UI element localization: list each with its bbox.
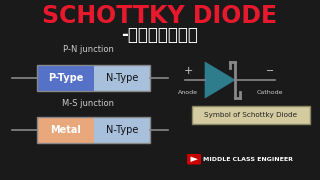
FancyBboxPatch shape	[187, 154, 201, 165]
Text: Cathode: Cathode	[257, 89, 283, 94]
Text: +: +	[183, 66, 193, 76]
Text: Anode: Anode	[178, 89, 198, 94]
Polygon shape	[205, 62, 235, 98]
Text: MIDDLE CLASS ENGINEER: MIDDLE CLASS ENGINEER	[203, 157, 293, 162]
Text: P-Type: P-Type	[48, 73, 83, 83]
FancyBboxPatch shape	[37, 117, 94, 143]
Polygon shape	[190, 156, 198, 162]
Text: SCHOTTKY DIODE: SCHOTTKY DIODE	[43, 4, 277, 28]
Text: N-Type: N-Type	[106, 125, 138, 135]
FancyBboxPatch shape	[94, 65, 150, 91]
Text: M-S junction: M-S junction	[62, 98, 114, 107]
Text: N-Type: N-Type	[106, 73, 138, 83]
FancyBboxPatch shape	[94, 117, 150, 143]
FancyBboxPatch shape	[37, 65, 94, 91]
FancyBboxPatch shape	[192, 106, 310, 124]
Text: Metal: Metal	[50, 125, 81, 135]
Text: −: −	[266, 66, 274, 76]
Text: Symbol of Schottky Diode: Symbol of Schottky Diode	[204, 112, 298, 118]
Text: P-N junction: P-N junction	[63, 46, 113, 55]
Text: -தமிழில்: -தமிழில்	[122, 26, 198, 44]
